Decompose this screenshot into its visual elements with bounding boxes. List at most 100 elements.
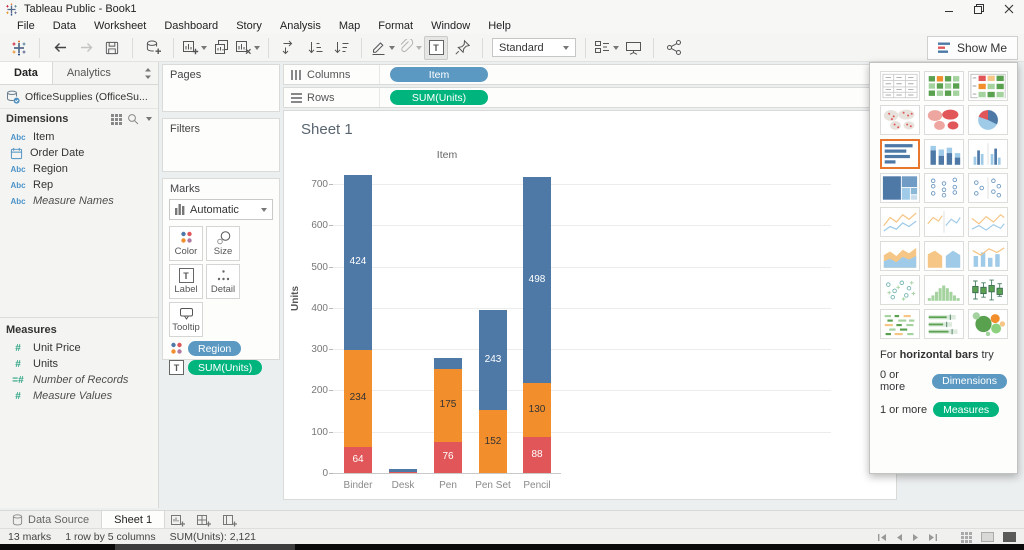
show-me-tile-area-continuous[interactable] [880, 241, 920, 271]
show-me-tile-box-and-whisker[interactable] [968, 275, 1008, 305]
show-filmstrip-icon[interactable] [981, 532, 994, 542]
show-me-tile-text-table[interactable] [880, 71, 920, 101]
minimize-button[interactable] [934, 0, 964, 18]
menu-item-data[interactable]: Data [52, 20, 76, 32]
shelf-pill-sumunits[interactable]: SUM(Units) [390, 90, 488, 105]
menu-item-dashboard[interactable]: Dashboard [164, 20, 219, 32]
menu-item-analysis[interactable]: Analysis [279, 20, 321, 32]
field-measure-values[interactable]: # Measure Values [0, 388, 158, 404]
sheet-tab-sheet-1[interactable]: Sheet 1 [101, 511, 166, 529]
menu-item-story[interactable]: Story [236, 20, 262, 32]
mark-type-dropdown[interactable]: Automatic [169, 199, 273, 220]
fit-selector[interactable]: Standard [492, 38, 576, 57]
dimensions-menu-icon[interactable] [146, 117, 152, 121]
new-dashboard-tab-icon[interactable] [191, 511, 217, 529]
show-me-tile-bullet-graph[interactable] [924, 309, 964, 339]
marks-color-button[interactable]: Color [169, 226, 203, 261]
windows-taskbar[interactable] [0, 544, 1024, 550]
field-number-of-records[interactable]: =# Number of Records [0, 372, 158, 388]
pill-sumunits[interactable]: SUM(Units) [188, 360, 263, 375]
menu-item-file[interactable]: File [17, 20, 35, 32]
sheet-tab-data-source[interactable]: Data Source [0, 511, 101, 529]
show-hide-cards-dropdown-icon[interactable] [613, 45, 619, 50]
bar-segment-pencil[interactable] [523, 177, 551, 383]
show-me-tile-treemap[interactable] [880, 173, 920, 203]
field-region[interactable]: Abc Region [0, 161, 158, 177]
bar-segment-pencil[interactable] [523, 436, 551, 473]
clear-sheet-icon[interactable] [235, 36, 260, 60]
undo-back-icon[interactable] [48, 36, 72, 60]
menu-item-format[interactable]: Format [378, 20, 414, 32]
bar-segment-desk[interactable] [389, 468, 417, 472]
show-me-tile-scatter-plot[interactable] [880, 275, 920, 305]
show-mark-labels-button[interactable]: T [424, 35, 448, 60]
bar-segment-desk[interactable] [389, 471, 417, 473]
marks-label-button[interactable]: T Label [169, 264, 203, 299]
find-field-search-icon[interactable] [127, 113, 139, 125]
bar-segment-pen-set[interactable] [479, 309, 507, 411]
show-tabs-icon[interactable] [1003, 532, 1016, 542]
maximize-button[interactable] [964, 0, 994, 18]
category-label-binder[interactable]: Binder [343, 480, 373, 491]
presentation-mode-icon[interactable] [621, 36, 645, 60]
redo-forward-icon[interactable] [74, 36, 98, 60]
fix-axes-pin-icon[interactable] [450, 36, 474, 60]
clear-sheet-dropdown-icon[interactable] [254, 45, 260, 50]
marks-size-button[interactable]: Size [206, 226, 240, 261]
show-me-tile-side-by-side-circles[interactable] [968, 173, 1008, 203]
column-field-header[interactable]: Item [436, 149, 458, 161]
bar-segment-pen[interactable] [434, 358, 462, 370]
field-units[interactable]: # Units [0, 356, 158, 372]
show-me-tile-lines-continuous[interactable] [880, 207, 920, 237]
show-me-tile-histogram[interactable] [924, 275, 964, 305]
show-me-tile-circle-views[interactable] [924, 173, 964, 203]
show-sheet-sorter-icon[interactable] [961, 531, 972, 543]
field-measure-names[interactable]: Abc Measure Names [0, 193, 158, 209]
new-worksheet-tab-icon[interactable] [165, 511, 191, 529]
last-page-icon[interactable] [928, 533, 937, 542]
pill-region[interactable]: Region [188, 341, 242, 356]
show-me-tile-dual-lines[interactable] [968, 207, 1008, 237]
share-icon[interactable] [662, 36, 686, 60]
marks-tooltip-button[interactable]: Tooltip [169, 302, 203, 337]
duplicate-sheet-icon[interactable] [209, 36, 233, 60]
sort-ascending-icon[interactable] [303, 36, 327, 60]
first-page-icon[interactable] [878, 533, 887, 542]
bar-segment-binder[interactable] [344, 446, 372, 473]
field-unit-price[interactable]: # Unit Price [0, 340, 158, 356]
bar-segment-pen[interactable] [434, 441, 462, 473]
new-worksheet-dropdown-icon[interactable] [201, 45, 207, 50]
new-worksheet-icon[interactable] [182, 36, 207, 60]
category-label-pen[interactable]: Pen [439, 480, 457, 491]
new-story-tab-icon[interactable] [217, 511, 243, 529]
group-members-icon[interactable] [397, 36, 422, 60]
menu-item-window[interactable]: Window [431, 20, 471, 32]
pages-card[interactable]: Pages [162, 64, 280, 112]
shelf-pill-item[interactable]: Item [390, 67, 488, 82]
next-page-icon[interactable] [912, 533, 919, 542]
show-me-tile-area-discrete[interactable] [924, 241, 964, 271]
marks-detail-button[interactable]: Detail [206, 264, 240, 299]
bar-segment-binder[interactable] [344, 349, 372, 447]
field-order-date[interactable]: Order Date [0, 145, 158, 161]
show-me-tile-lines-discrete[interactable] [924, 207, 964, 237]
menu-item-worksheet[interactable]: Worksheet [93, 20, 147, 32]
menu-item-help[interactable]: Help [488, 20, 511, 32]
save-icon[interactable] [100, 36, 124, 60]
bar-segment-pen[interactable] [434, 369, 462, 442]
category-label-desk[interactable]: Desk [391, 480, 415, 491]
filters-card[interactable]: Filters [162, 118, 280, 172]
group-members-dropdown-icon[interactable] [416, 45, 422, 50]
view-data-grid-icon[interactable] [111, 113, 122, 125]
close-button[interactable] [994, 0, 1024, 18]
show-me-tile-dual-combination[interactable] [968, 241, 1008, 271]
show-me-tile-heat-map[interactable] [968, 71, 1008, 101]
highlight-icon[interactable] [370, 36, 395, 60]
show-me-tile-stacked-bars[interactable] [924, 139, 964, 169]
tableau-home-icon[interactable] [7, 36, 31, 60]
show-me-tile-packed-bubbles[interactable] [968, 309, 1008, 339]
columns-shelf[interactable]: Columns Item [283, 64, 897, 85]
sort-descending-icon[interactable] [329, 36, 353, 60]
field-rep[interactable]: Abc Rep [0, 177, 158, 193]
tab-data[interactable]: Data [0, 62, 53, 84]
